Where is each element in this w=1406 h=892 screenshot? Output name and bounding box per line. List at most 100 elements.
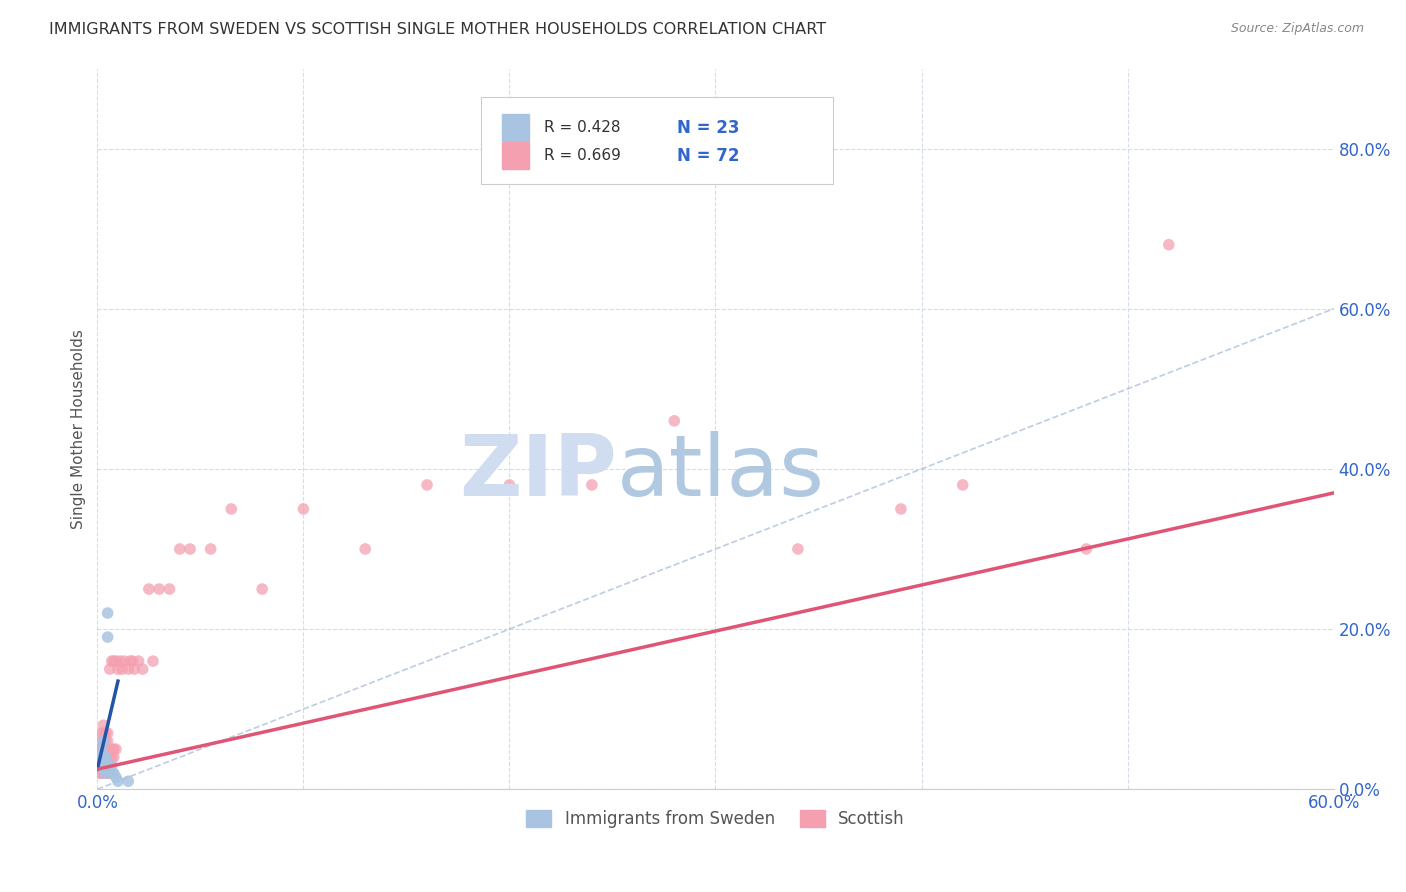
Point [100,750,122,764]
Point [104,654,127,668]
Text: atlas: atlas [617,431,824,514]
Point [90,758,112,772]
Point [98,750,121,764]
Text: IMMIGRANTS FROM SWEDEN VS SCOTTISH SINGLE MOTHER HOUSEHOLDS CORRELATION CHART: IMMIGRANTS FROM SWEDEN VS SCOTTISH SINGL… [49,22,827,37]
Point [117,662,139,676]
Point [90,726,112,740]
Point [148,582,170,596]
Point [107,662,129,676]
Point [952,478,974,492]
Point [90,742,112,756]
Point [93,750,115,764]
Point [94,726,117,740]
Point [98,662,121,676]
Point [93,762,115,776]
Point [121,654,143,668]
Point [498,478,520,492]
Point [103,742,125,756]
Text: Source: ZipAtlas.com: Source: ZipAtlas.com [1230,22,1364,36]
Point [104,770,127,784]
Point [98,766,121,780]
Point [97,606,120,620]
Point [89,750,111,764]
Point [107,774,129,789]
Point [89,758,111,772]
Point [292,502,315,516]
Point [100,654,122,668]
Point [664,414,686,428]
Point [200,541,222,556]
Point [581,478,603,492]
Point [90,750,112,764]
Point [416,478,439,492]
Point [120,654,142,668]
Point [131,662,153,676]
Point [100,766,122,780]
Point [104,742,127,756]
Point [97,734,120,748]
Point [142,654,165,668]
Point [93,734,115,748]
Point [111,662,134,676]
Point [124,662,146,676]
FancyBboxPatch shape [481,97,832,184]
Bar [502,142,529,169]
Point [93,750,115,764]
Point [89,758,111,772]
Point [94,734,117,748]
Point [128,654,150,668]
Point [97,758,120,772]
Point [89,766,111,780]
Text: R = 0.428: R = 0.428 [544,120,620,135]
Point [103,766,125,780]
Legend: Immigrants from Sweden, Scottish: Immigrants from Sweden, Scottish [520,804,911,835]
Point [89,750,111,764]
Point [97,750,120,764]
Point [138,582,160,596]
Text: ZIP: ZIP [458,431,617,514]
Point [100,742,122,756]
Point [97,742,120,756]
Point [89,742,111,756]
Point [97,726,120,740]
Point [98,758,121,772]
Point [97,766,120,780]
Point [98,762,121,776]
Point [219,502,242,516]
Bar [502,114,529,141]
Point [94,750,117,764]
Point [90,742,112,756]
Point [93,766,115,780]
Point [179,541,201,556]
Point [103,654,125,668]
Point [93,742,115,756]
Point [93,734,115,748]
Point [94,758,117,772]
Point [169,541,191,556]
Point [108,654,131,668]
Text: N = 23: N = 23 [678,119,740,136]
Point [250,582,273,596]
Point [117,774,139,789]
Point [94,766,117,780]
Point [97,758,120,772]
Point [100,758,122,772]
Point [90,754,112,768]
Point [94,758,117,772]
Point [97,630,120,644]
Point [94,742,117,756]
Point [97,762,120,776]
Point [112,654,135,668]
Point [94,766,117,780]
Text: R = 0.669: R = 0.669 [544,148,620,163]
Point [94,750,117,764]
Point [1076,541,1098,556]
Point [98,758,121,772]
Point [90,734,112,748]
Y-axis label: Single Mother Households: Single Mother Households [72,329,86,529]
Text: N = 72: N = 72 [678,146,740,165]
Point [93,718,115,732]
Point [93,758,115,772]
Point [787,541,810,556]
Point [890,502,912,516]
